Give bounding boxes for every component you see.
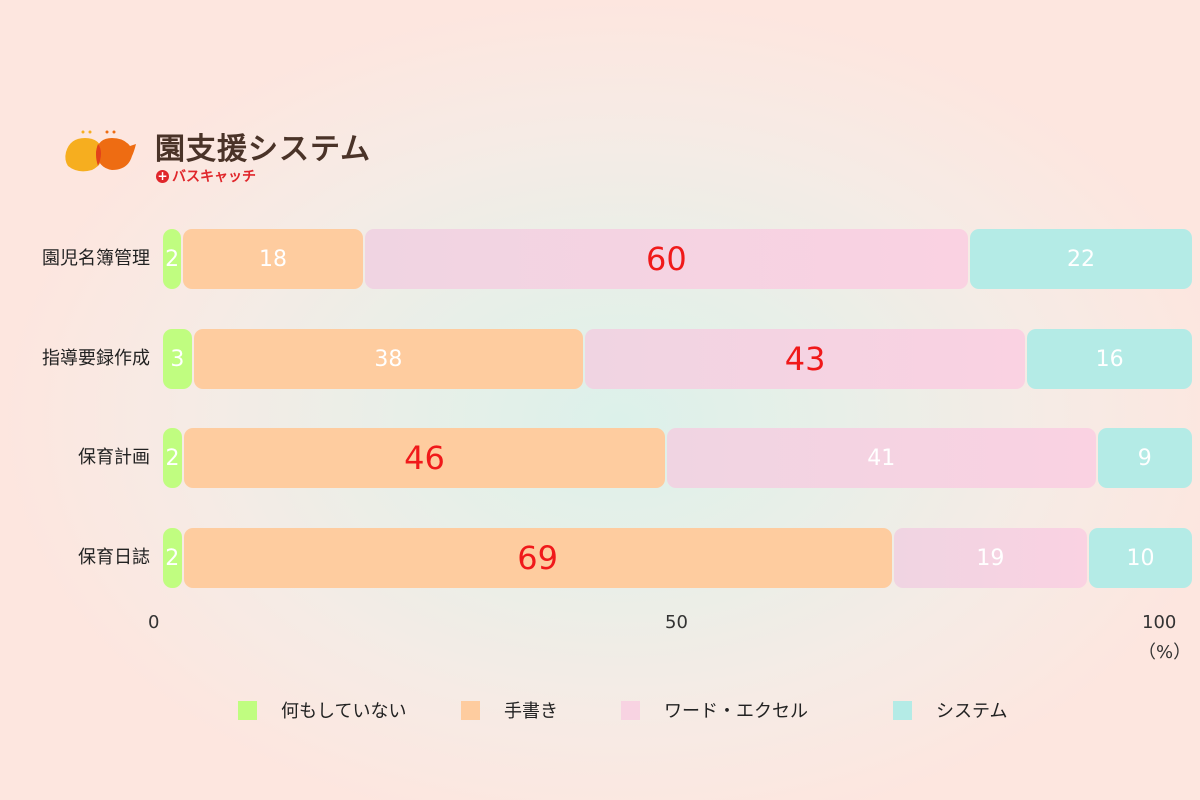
legend-label: 手書き (504, 701, 558, 722)
bar-track: 3 38 43 16 (163, 329, 1192, 389)
legend-item-hand: 手書き (461, 697, 558, 723)
bar-segment-sys: 16 (1027, 329, 1192, 389)
bar-segment-hand: 38 (193, 329, 583, 389)
x-axis-tick-50: 50 (665, 612, 688, 633)
bar-segment-sys: 10 (1089, 528, 1192, 588)
chart-legend: 何もしていない 手書き ワード・エクセル システム (0, 697, 1200, 723)
brand-title: 園支援システム (155, 132, 372, 167)
chart-row: 園児名簿管理 2 18 60 22 (0, 229, 1200, 289)
legend-label: ワード・エクセル (664, 701, 808, 722)
bar-segment-none: 3 (163, 329, 192, 389)
bar-segment-sys: 9 (1097, 428, 1192, 488)
legend-item-none: 何もしていない (238, 697, 406, 723)
bar-segment-word: 41 (667, 428, 1096, 488)
legend-label: システム (936, 701, 1008, 722)
bar-segment-sys: 22 (970, 229, 1192, 289)
bar-segment-none: 2 (163, 428, 182, 488)
legend-swatch-word (621, 700, 640, 720)
row-label: 保育日誌 (78, 547, 150, 568)
legend-item-system: システム (893, 697, 1007, 723)
chart-row: 指導要録作成 3 38 43 16 (0, 329, 1200, 389)
bar-segment-word: 19 (893, 528, 1088, 588)
legend-swatch-none (238, 700, 257, 720)
bar-segment-hand: 69 (183, 528, 892, 588)
legend-label: 何もしていない (281, 701, 407, 722)
bar-track: 2 18 60 22 (163, 229, 1192, 289)
twin-birds-logo-icon (65, 130, 136, 172)
brand-subtitle: + バスキャッチ (156, 166, 256, 186)
row-label: 園児名簿管理 (42, 248, 150, 269)
bar-segment-word: 43 (584, 329, 1026, 389)
x-axis-unit: （%） (1138, 642, 1192, 663)
row-label: 保育計画 (78, 447, 150, 468)
x-axis-tick-0: 0 (148, 612, 160, 633)
bar-segment-hand: 46 (184, 428, 665, 488)
chart-row: 保育日誌 2 69 19 10 (0, 528, 1200, 588)
bar-segment-none: 2 (163, 528, 182, 588)
chart-row: 保育計画 2 46 41 9 (0, 428, 1200, 488)
plus-circle-icon: + (156, 168, 169, 183)
bar-segment-hand: 18 (183, 229, 363, 289)
bar-segment-none: 2 (163, 229, 182, 289)
row-label: 指導要録作成 (42, 348, 150, 369)
legend-swatch-system (893, 700, 912, 720)
bar-track: 2 46 41 9 (163, 428, 1192, 488)
brand-subtitle-text: バスキャッチ (172, 169, 256, 185)
legend-swatch-hand (461, 700, 480, 720)
legend-item-word: ワード・エクセル (621, 697, 808, 723)
bar-segment-word: 60 (364, 229, 969, 289)
x-axis-tick-100: 100 (1142, 612, 1177, 633)
bar-track: 2 69 19 10 (163, 528, 1192, 588)
